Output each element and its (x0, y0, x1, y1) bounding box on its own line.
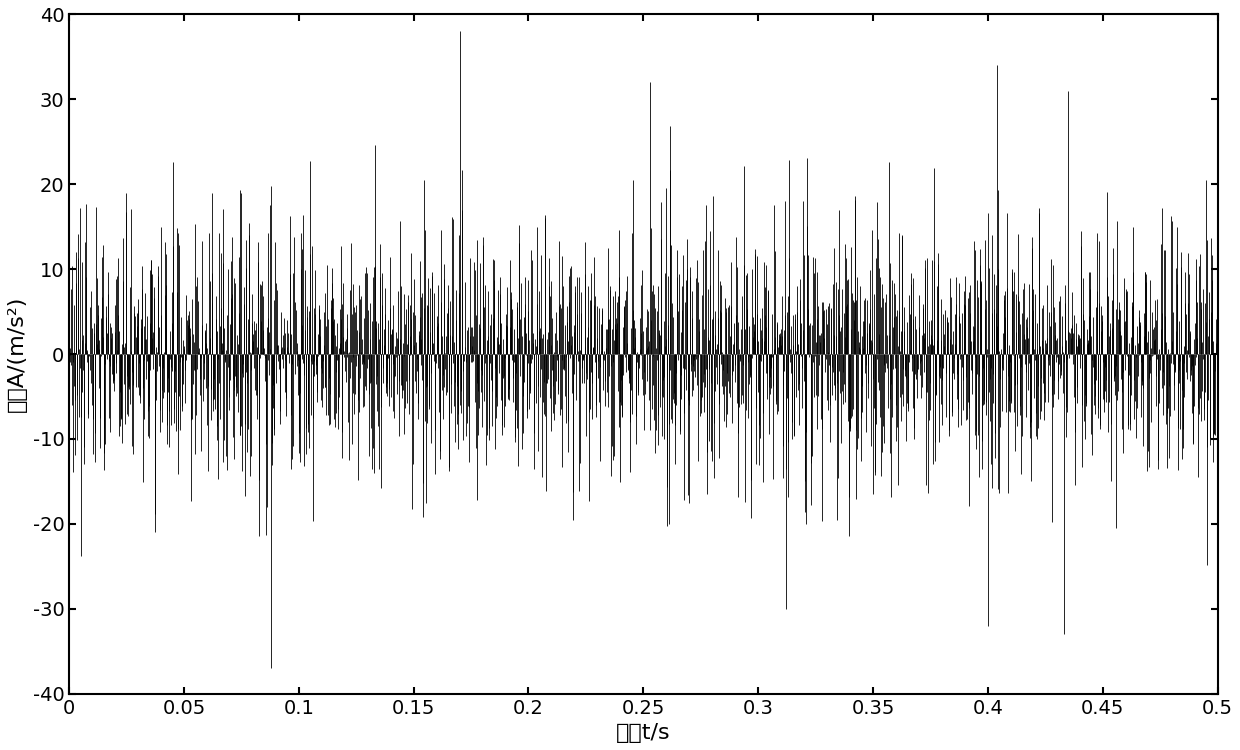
Y-axis label: 幅値A/(m/s²): 幅値A/(m/s²) (7, 296, 27, 412)
X-axis label: 时间t/s: 时间t/s (616, 723, 671, 743)
